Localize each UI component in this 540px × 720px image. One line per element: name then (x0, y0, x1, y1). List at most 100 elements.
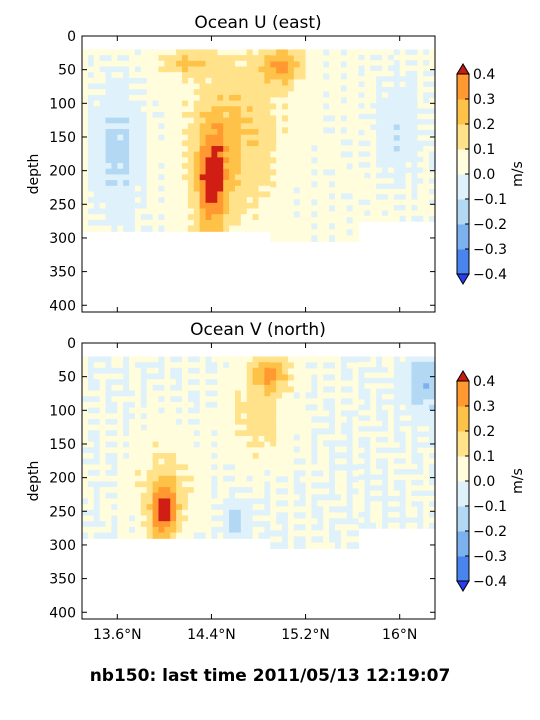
field-cell (146, 441, 154, 448)
field-cell (99, 407, 107, 414)
field-cell (287, 139, 295, 146)
field-cell (170, 401, 177, 409)
field-cell (134, 60, 142, 68)
field-cell (399, 119, 407, 126)
field-cell (211, 407, 218, 414)
heatmap-field (82, 49, 436, 242)
field-cell (146, 515, 154, 522)
field-cell (123, 418, 130, 426)
field-cell (170, 123, 177, 130)
field-cell (282, 133, 289, 140)
field-cell (134, 202, 142, 210)
field-cell (346, 530, 354, 537)
field-cell (252, 49, 260, 56)
field-cell (111, 94, 118, 102)
field-cell (423, 447, 430, 454)
colorbar-tick-label: −0.2 (473, 217, 507, 233)
field-cell (258, 504, 265, 511)
field-cell (152, 140, 160, 147)
field-cell (311, 61, 318, 69)
field-cell (246, 367, 254, 375)
field-cell (111, 191, 118, 198)
field-cell (199, 515, 207, 522)
field-cell (340, 97, 348, 105)
field-cell (205, 453, 213, 460)
field-cell (411, 178, 418, 185)
field-cell (352, 103, 360, 111)
colorbar-segment (457, 149, 469, 175)
field-cell (87, 362, 95, 369)
field-cell (93, 396, 101, 403)
field-cell (105, 475, 113, 483)
field-cell (358, 474, 365, 481)
field-cell (370, 156, 377, 163)
field-cell (323, 199, 330, 206)
field-cell (399, 113, 407, 120)
field-cell (234, 475, 242, 483)
field-cell (246, 470, 254, 477)
field-cell (311, 542, 318, 549)
colorbar-tick-label: 0.4 (473, 67, 495, 83)
field-cell (117, 424, 124, 431)
field-cell (193, 140, 201, 147)
field-cell (240, 418, 248, 426)
field-cell (229, 191, 236, 198)
field-cell (282, 175, 289, 182)
field-cell (334, 187, 342, 194)
field-cell (276, 187, 283, 194)
field-cell (129, 151, 136, 158)
field-cell (287, 404, 295, 412)
field-cell (276, 235, 283, 242)
field-cell (264, 140, 271, 147)
field-cell (170, 356, 177, 363)
field-cell (323, 163, 330, 170)
field-cell (211, 435, 218, 443)
field-cell (423, 162, 430, 169)
field-cell (223, 424, 230, 431)
field-cell (340, 127, 348, 134)
field-cell (305, 199, 313, 206)
field-cell (405, 447, 413, 454)
field-cell (264, 475, 271, 483)
field-cell (364, 199, 371, 206)
field-cell (293, 536, 301, 543)
field-cell (317, 109, 324, 117)
field-cell (311, 494, 318, 501)
field-cell (399, 469, 407, 476)
field-cell (429, 361, 436, 368)
field-cell (276, 223, 283, 230)
field-cell (82, 202, 89, 210)
field-cell (129, 202, 136, 210)
field-cell (146, 481, 154, 488)
field-cell (340, 416, 348, 424)
field-cell (399, 463, 407, 470)
field-cell (205, 66, 213, 73)
field-cell (170, 83, 177, 90)
field-cell (211, 396, 218, 403)
field-cell (293, 199, 301, 206)
field-cell (264, 180, 271, 187)
field-cell (417, 517, 424, 524)
field-cell (176, 117, 183, 124)
field-cell (82, 435, 89, 443)
field-cell (293, 398, 301, 406)
field-cell (287, 536, 295, 543)
field-cell (423, 517, 430, 524)
field-cell (140, 60, 148, 68)
field-cell (334, 434, 342, 441)
field-cell (323, 446, 330, 453)
field-cell (240, 191, 248, 198)
field-cell (358, 522, 365, 529)
field-cell (411, 485, 418, 492)
field-cell (164, 401, 171, 409)
field-cell (370, 103, 377, 110)
field-cell (240, 401, 248, 409)
field-cell (87, 174, 95, 181)
field-cell (199, 401, 207, 409)
field-cell (287, 181, 295, 188)
field-cell (352, 235, 360, 242)
field-cell (340, 223, 348, 230)
field-cell (105, 197, 113, 204)
field-cell (158, 55, 165, 62)
field-cell (252, 77, 260, 85)
